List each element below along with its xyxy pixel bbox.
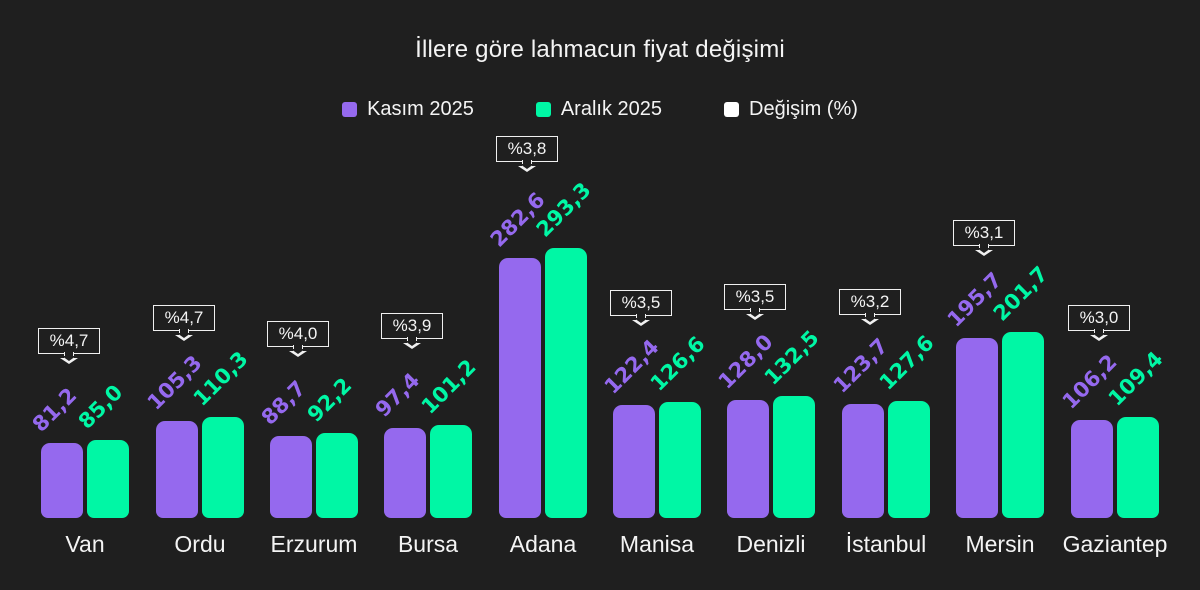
legend-swatch-degisim xyxy=(724,102,739,117)
change-callout-text: %4,7 xyxy=(49,331,89,350)
callout-arrow-icon xyxy=(861,317,879,325)
value-label-kasim: 106,2 xyxy=(1057,349,1122,414)
callout-arrow-icon xyxy=(1090,333,1108,341)
legend-swatch-aralik xyxy=(535,102,551,117)
callout-stem xyxy=(865,313,875,320)
change-callout: %3,5 xyxy=(610,290,672,326)
legend-item-degisim: Değişim (%) xyxy=(724,98,858,121)
legend-item-kasim: Kasım 2025 xyxy=(342,98,474,121)
category-label: Gaziantep xyxy=(1062,531,1168,557)
callout-arrow-icon xyxy=(175,333,193,341)
bar-kasim[interactable] xyxy=(727,400,769,518)
callout-stem xyxy=(407,337,417,344)
category-label: Erzurum xyxy=(270,531,358,557)
bar-kasim[interactable] xyxy=(842,404,884,518)
bar-kasim[interactable] xyxy=(384,428,426,518)
legend-swatch-kasim xyxy=(342,102,358,117)
category-label: Denizli xyxy=(736,531,806,557)
callout-stem xyxy=(979,244,989,251)
legend-item-aralik: Aralık 2025 xyxy=(535,98,662,121)
bar-aralik[interactable] xyxy=(202,417,244,518)
callout-arrow-icon xyxy=(746,312,764,320)
change-callout: %3,0 xyxy=(1068,305,1130,341)
callout-arrow-icon xyxy=(518,164,536,172)
change-callout-text: %3,8 xyxy=(507,139,547,158)
chart-title: İllere göre lahmacun fiyat değişimi xyxy=(415,36,785,63)
callout-stem xyxy=(1094,329,1104,336)
change-callout: %4,7 xyxy=(153,305,215,341)
bar-kasim[interactable] xyxy=(1071,420,1113,518)
callout-stem xyxy=(64,352,74,359)
category-label: Adana xyxy=(509,531,577,557)
legend-label-degisim: Değişim (%) xyxy=(749,98,858,120)
bar-aralik[interactable] xyxy=(430,425,472,518)
chart-legend: Kasım 2025 Aralık 2025 Değişim (%) xyxy=(0,98,1200,121)
bar-aralik[interactable] xyxy=(773,396,815,518)
change-callout-text: %4,0 xyxy=(278,324,318,343)
bar-aralik[interactable] xyxy=(1117,417,1159,518)
change-callout: %4,7 xyxy=(38,328,100,364)
category-label: Ordu xyxy=(174,531,226,557)
change-callout: %4,0 xyxy=(267,321,329,357)
category-label: Manisa xyxy=(619,531,695,557)
change-callout-text: %3,9 xyxy=(392,316,432,335)
change-callout: %3,8 xyxy=(496,136,558,172)
category-label: Van xyxy=(65,531,105,557)
change-callout: %3,2 xyxy=(839,289,901,325)
change-callout-text: %4,7 xyxy=(164,308,204,327)
bar-kasim[interactable] xyxy=(270,436,312,518)
category-label: Mersin xyxy=(965,531,1035,557)
category-label: Bursa xyxy=(397,531,459,557)
callout-stem xyxy=(750,308,760,315)
category-label: İstanbul xyxy=(845,531,927,557)
change-callout: %3,9 xyxy=(381,313,443,349)
legend-label-kasim: Kasım 2025 xyxy=(367,98,474,120)
bar-aralik[interactable] xyxy=(659,402,701,518)
change-callout-text: %3,5 xyxy=(621,293,661,312)
bar-aralik[interactable] xyxy=(1002,332,1044,518)
legend-label-aralik: Aralık 2025 xyxy=(560,98,662,120)
change-callout-text: %3,5 xyxy=(735,287,775,306)
callout-stem xyxy=(636,314,646,321)
change-callout-text: %3,2 xyxy=(850,292,890,311)
change-callout-text: %3,0 xyxy=(1079,308,1119,327)
bar-aralik[interactable] xyxy=(87,440,129,518)
change-callout: %3,1 xyxy=(953,220,1015,256)
bar-kasim[interactable] xyxy=(156,421,198,518)
callout-arrow-icon xyxy=(975,248,993,256)
change-callout-text: %3,1 xyxy=(964,223,1004,242)
callout-arrow-icon xyxy=(60,356,78,364)
bar-kasim[interactable] xyxy=(499,258,541,518)
bar-aralik[interactable] xyxy=(888,401,930,518)
callout-arrow-icon xyxy=(289,349,307,357)
callout-stem xyxy=(179,329,189,336)
change-callout: %3,5 xyxy=(724,284,786,320)
callout-arrow-icon xyxy=(632,318,650,326)
bar-kasim[interactable] xyxy=(956,338,998,518)
bar-kasim[interactable] xyxy=(613,405,655,518)
callout-arrow-icon xyxy=(403,341,421,349)
value-label-aralik: 109,4 xyxy=(1103,346,1168,411)
callout-stem xyxy=(522,160,532,167)
bar-aralik[interactable] xyxy=(545,248,587,518)
bar-kasim[interactable] xyxy=(41,443,83,518)
callout-stem xyxy=(293,345,303,352)
bar-aralik[interactable] xyxy=(316,433,358,518)
